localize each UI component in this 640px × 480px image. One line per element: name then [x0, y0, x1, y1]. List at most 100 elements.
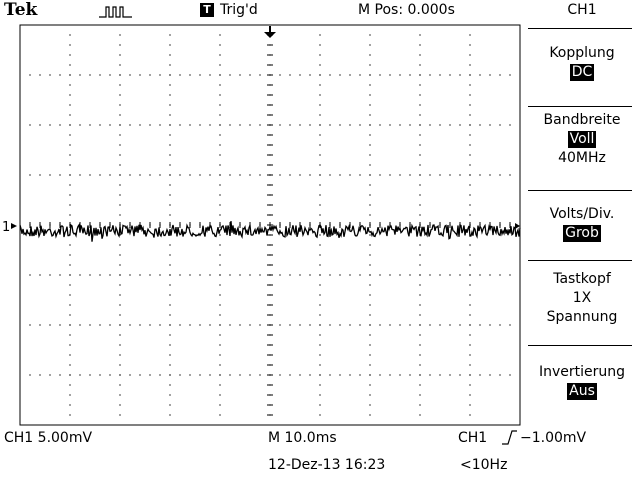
volts-div-label: Volts/Div.	[549, 206, 615, 222]
grid-dot	[69, 64, 71, 66]
grid-dot	[489, 274, 491, 276]
grid-dot	[169, 94, 171, 96]
grid-dot	[369, 304, 371, 306]
grid-dot	[169, 364, 171, 366]
grid-dot	[29, 124, 31, 126]
grid-dot	[119, 104, 121, 106]
grid-dot	[459, 324, 461, 326]
grid-dot	[469, 184, 471, 186]
grid-dot	[219, 54, 221, 56]
grid-dot	[69, 204, 71, 206]
grid-dot	[69, 154, 71, 156]
grid-dot	[69, 164, 71, 166]
grid-dot	[419, 74, 421, 76]
invert-button[interactable]: Invertierung Aus	[524, 363, 640, 401]
grid-dot	[79, 124, 81, 126]
grid-dot	[259, 274, 261, 276]
grid-dot	[469, 354, 471, 356]
grid-dot	[419, 194, 421, 196]
grid-dot	[319, 324, 321, 326]
grid-dot	[69, 54, 71, 56]
channel-marker: 1	[2, 220, 10, 235]
grid-dot	[109, 374, 111, 376]
grid-dot	[169, 204, 171, 206]
bandwidth-button[interactable]: Bandbreite Voll 40MHz	[524, 111, 640, 168]
grid-dot	[99, 274, 101, 276]
grid-dot	[149, 374, 151, 376]
waveform-trace	[19, 220, 521, 242]
waveform-display[interactable]: 1	[0, 0, 524, 430]
menu-title: CH1	[567, 2, 597, 18]
grid-dot	[299, 274, 301, 276]
grid-dot	[319, 254, 321, 256]
grid-dot	[369, 144, 371, 146]
grid-dot	[419, 274, 421, 276]
grid-dot	[219, 264, 221, 266]
grid-dot	[369, 374, 371, 376]
grid-dot	[369, 54, 371, 56]
grid-dot	[509, 174, 511, 176]
trigger-frequency: <10Hz	[460, 457, 508, 473]
grid-dot	[119, 54, 121, 56]
grid-dot	[469, 244, 471, 246]
grid-dot	[489, 174, 491, 176]
grid-dot	[239, 374, 241, 376]
grid-dot	[39, 374, 41, 376]
grid-dot	[469, 104, 471, 106]
grid-dot	[349, 174, 351, 176]
grid-dot	[119, 294, 121, 296]
grid-dot	[439, 124, 441, 126]
grid-dot	[209, 124, 211, 126]
grid-dot	[119, 174, 121, 176]
volts-div-button[interactable]: Volts/Div. Grob	[524, 205, 640, 243]
grid-dot	[169, 104, 171, 106]
grid-dot	[369, 204, 371, 206]
grid-dot	[459, 274, 461, 276]
grid-dot	[189, 174, 191, 176]
grid-dot	[369, 354, 371, 356]
grid-dot	[419, 254, 421, 256]
grid-dot	[419, 304, 421, 306]
grid-dot	[39, 74, 41, 76]
grid-dot	[369, 34, 371, 36]
grid-dot	[169, 304, 171, 306]
grid-dot	[219, 174, 221, 176]
grid-dot	[139, 174, 141, 176]
grid-dot	[369, 74, 371, 76]
grid-dot	[359, 74, 361, 76]
grid-dot	[149, 324, 151, 326]
grid-dot	[169, 274, 171, 276]
grid-dot	[69, 304, 71, 306]
grid-dot	[439, 74, 441, 76]
grid-dot	[119, 264, 121, 266]
grid-dot	[119, 64, 121, 66]
grid-dot	[189, 374, 191, 376]
grid-dot	[279, 374, 281, 376]
grid-dot	[169, 334, 171, 336]
probe-button[interactable]: Tastkopf 1X Spannung	[524, 270, 640, 327]
grid-dot	[429, 324, 431, 326]
grid-dot	[469, 394, 471, 396]
grid-dot	[219, 334, 221, 336]
grid-dot	[219, 254, 221, 256]
grid-dot	[419, 164, 421, 166]
grid-dot	[119, 214, 121, 216]
grid-dot	[319, 44, 321, 46]
grid-dot	[239, 274, 241, 276]
grid-dot	[119, 284, 121, 286]
grid-dot	[379, 74, 381, 76]
grid-dot	[499, 74, 501, 76]
grid-dot	[369, 364, 371, 366]
grid-dot	[319, 334, 321, 336]
grid-dot	[49, 174, 51, 176]
grid-dot	[219, 164, 221, 166]
grid-dot	[469, 204, 471, 206]
grid-dot	[139, 274, 141, 276]
grid-dot	[359, 174, 361, 176]
coupling-button[interactable]: Kopplung DC	[524, 44, 640, 82]
grid-dot	[219, 44, 221, 46]
grid-dot	[169, 324, 171, 326]
menu-divider	[528, 345, 632, 346]
grid-dot	[429, 174, 431, 176]
grid-dot	[119, 154, 121, 156]
